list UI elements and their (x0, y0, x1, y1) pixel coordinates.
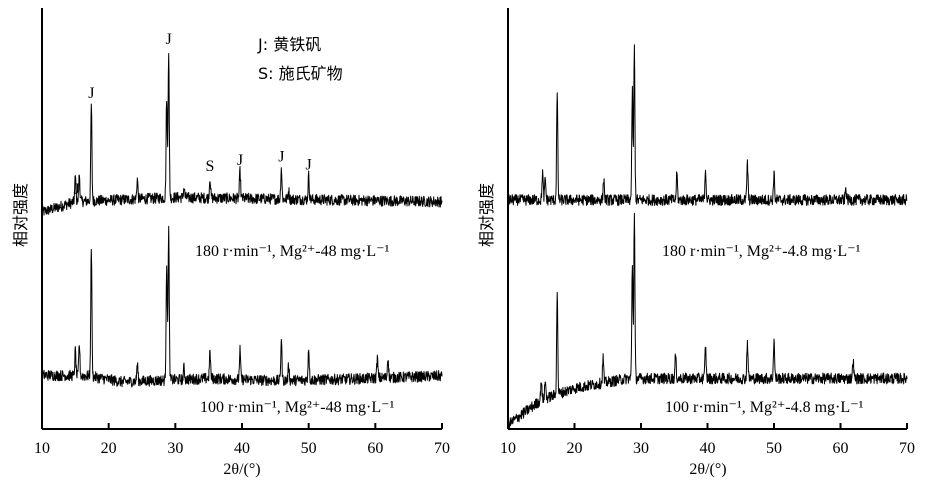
x-tick-label: 70 (434, 440, 450, 457)
x-tick-label: 20 (101, 440, 117, 457)
xrd-trace-top (41, 53, 443, 216)
series-label-left-top: 180 r·min⁻¹, Mg²⁺-48 mg·L⁻¹ (195, 243, 390, 260)
x-axis-label-left: 2θ/(°) (223, 461, 260, 478)
peak-label-J: J (74, 181, 80, 198)
series-label-right-bottom: 100 r·min⁻¹, Mg²⁺-4.8 mg·L⁻¹ (665, 399, 864, 416)
legend-entry-jarosite: J: 黄铁矾 (257, 35, 321, 54)
x-tick-label: 60 (367, 440, 383, 457)
x-tick-label: 40 (700, 440, 716, 457)
x-tick-label: 10 (34, 440, 50, 457)
series-label-left-bottom: 100 r·min⁻¹, Mg²⁺-48 mg·L⁻¹ (200, 399, 395, 416)
peak-label-J: J (278, 149, 284, 166)
x-tick-label: 60 (833, 440, 849, 457)
x-tick-label: 70 (899, 440, 915, 457)
y-axis-label-right: 相对强度 (477, 183, 496, 247)
peak-label-J: J (237, 152, 243, 169)
x-tick-label: 10 (500, 440, 516, 457)
x-tick-label: 30 (167, 440, 183, 457)
xrd-trace-bottom (507, 212, 908, 430)
peak-label-S: S (206, 158, 215, 175)
peak-label-J: J (306, 157, 312, 174)
x-tick-label: 50 (301, 440, 317, 457)
peak-label-J: J (88, 85, 94, 102)
peak-label-J: J (166, 31, 172, 48)
x-axis-label-right: 2θ/(°) (689, 461, 726, 478)
legend-entry-schwertmannite: S: 施氏矿物 (258, 64, 343, 83)
xrd-trace-top (507, 44, 908, 206)
x-tick-label: 30 (633, 440, 649, 457)
xrd-trace-bottom (41, 225, 443, 388)
x-tick-label: 20 (567, 440, 583, 457)
x-tick-label: 50 (766, 440, 782, 457)
y-axis-label-left: 相对强度 (11, 183, 30, 247)
x-tick-label: 40 (234, 440, 250, 457)
series-label-right-top: 180 r·min⁻¹, Mg²⁺-4.8 mg·L⁻¹ (662, 243, 861, 260)
